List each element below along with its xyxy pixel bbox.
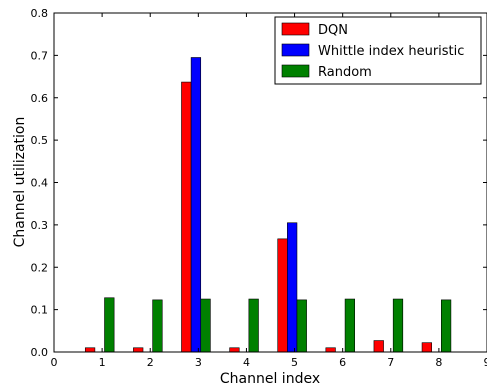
bar-random-channel-5	[297, 300, 307, 352]
x-tick-label: 8	[435, 356, 442, 369]
legend-swatch	[282, 65, 309, 77]
x-tick-label: 7	[387, 356, 394, 369]
x-tick-label: 3	[195, 356, 202, 369]
bar-random-channel-4	[249, 299, 259, 352]
legend-swatch	[282, 44, 309, 56]
x-tick-label: 2	[147, 356, 154, 369]
bar-whittle-index-heuristic-channel-5	[287, 223, 297, 352]
bar-dqn-channel-3	[181, 82, 191, 352]
y-tick-label: 0.2	[31, 261, 49, 274]
legend-swatch	[282, 23, 309, 35]
bar-whittle-index-heuristic-channel-3	[191, 57, 201, 352]
bar-dqn-channel-1	[85, 348, 95, 352]
bar-dqn-channel-4	[230, 348, 240, 352]
legend-label: DQN	[318, 23, 348, 38]
bar-dqn-channel-8	[422, 343, 432, 352]
x-tick-label: 5	[291, 356, 298, 369]
y-tick-label: 0.7	[31, 49, 49, 62]
bar-random-channel-2	[153, 300, 163, 352]
y-tick-label: 0.4	[31, 177, 49, 190]
bar-random-channel-1	[105, 298, 115, 352]
x-tick-label: 0	[51, 356, 58, 369]
legend: DQN Whittle index heuristic Random	[275, 17, 481, 84]
bar-random-channel-8	[441, 300, 451, 352]
x-tick-label: 6	[339, 356, 346, 369]
bar-random-channel-6	[345, 299, 355, 352]
legend-label: Whittle index heuristic	[318, 44, 464, 59]
y-tick-label: 0.1	[31, 304, 49, 317]
bar-random-channel-7	[393, 299, 403, 352]
y-axis-title: Channel utilization	[12, 117, 28, 248]
y-tick-label: 0.0	[31, 346, 49, 359]
bar-dqn-channel-5	[278, 239, 288, 352]
bar-dqn-channel-7	[374, 341, 384, 352]
bar-dqn-channel-6	[326, 348, 336, 352]
x-tick-label: 1	[99, 356, 106, 369]
y-tick-label: 0.6	[31, 92, 49, 105]
bar-dqn-channel-2	[133, 348, 143, 352]
legend-label: Random	[318, 65, 372, 80]
bars-layer	[85, 57, 451, 352]
x-tick-label: 9	[484, 356, 487, 369]
x-axis-title: Channel index	[220, 371, 320, 386]
y-tick-label: 0.3	[31, 219, 49, 232]
y-tick-label: 0.5	[31, 134, 49, 147]
bar-random-channel-3	[201, 299, 211, 352]
x-tick-label: 4	[243, 356, 250, 369]
y-tick-label: 0.8	[31, 7, 49, 20]
